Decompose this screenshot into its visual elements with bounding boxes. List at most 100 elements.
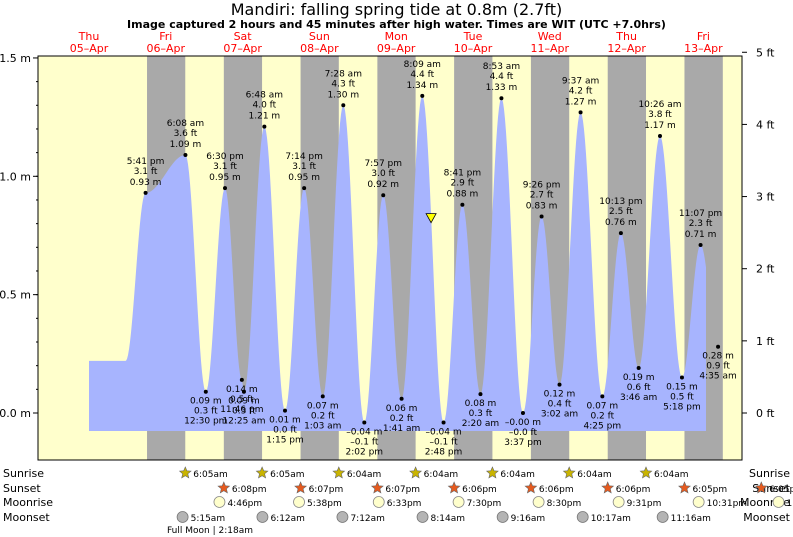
moonset-icon [496,511,509,523]
tide-point [320,394,325,399]
sunrise-icon [562,466,576,479]
tide-label-time: 8:09 am [404,60,441,70]
tide-label-time: 12:30 pm [184,417,227,427]
day-label-dow: Mon [385,30,408,43]
moonrise-time: 10:31pm [707,499,747,509]
tide-point [341,103,346,108]
moonrise-icon [213,496,226,508]
tide-label-ft: –0.0 ft [509,428,538,438]
tide-label-ft: 0.3 ft [232,407,256,417]
tide-label-m: 0.92 m [367,180,399,190]
tide-label-time: 11:46 pm [220,405,263,415]
moonrise-time: 8:30pm [547,499,582,509]
chart-title: Mandiri: falling spring tide at 0.8m (2.… [230,0,563,19]
y-tick-label-m: 0.0 m [0,407,31,420]
moonrise-time: 9:31pm [627,499,662,509]
moonrise-icon [692,496,705,508]
sunset-time: 6:06pm [539,485,574,495]
sunrise-time: 6:04am [347,470,382,480]
day-label-date: 05–Apr [70,42,109,55]
tide-label-ft: 3.8 ft [648,110,672,120]
tide-label-m: 0.09 m [228,397,260,407]
sunset-time: 6:08pm [232,485,267,495]
day-label-date: 13–Apr [684,42,723,55]
row-label-left-moonset: Moonset [3,511,50,524]
tide-label-m: 0.06 m [386,404,418,414]
sunset-time: 6:05pm [692,485,727,495]
y-tick-label-ft: 3 ft [756,191,775,204]
tide-point [441,420,446,425]
tide-label-time: 12:25 am [222,417,265,427]
tide-label-time: 4:35 am [699,372,736,382]
tide-label-time: 6:30 pm [206,152,244,162]
tide-point [223,186,227,191]
tide-point [657,134,662,139]
tide-label-m: 1.33 m [486,83,518,93]
day-label-date: 12–Apr [607,42,646,55]
moonrise-time: 11:29pm [787,499,793,509]
tide-label-time: 1:15 pm [266,436,304,446]
tide-area [89,96,706,431]
tide-label-ft: 0.2 ft [390,414,414,424]
tide-point [478,392,483,397]
tide-point [362,420,367,425]
sunset-time: 6:06pm [616,485,651,495]
day-label-date: 11–Apr [531,42,570,55]
tide-point [618,231,623,236]
sunrise-icon [178,466,192,479]
tide-label-ft: 0.3 ft [194,407,218,417]
moonrise-icon [372,496,385,508]
tide-label-ft: 2.3 ft [689,219,713,229]
tide-label-m: 0.71 m [685,230,717,240]
tide-point [203,389,208,394]
tide-point [302,186,307,191]
day-label-dow: Sat [234,30,253,43]
tide-label-time: 6:08 am [167,119,204,129]
tide-label-m: 0.09 m [190,397,222,407]
tide-label-m: 0.19 m [623,373,655,383]
sunrise-icon [332,466,346,479]
tide-point [183,152,188,157]
moonset-time: 9:16am [511,514,546,524]
tide-label-ft: 0.0 ft [273,426,297,436]
row-label-left-moonrise: Moonrise [3,496,53,509]
moonset-icon [176,511,189,523]
sunrise-icon [639,466,653,479]
plot-frame [37,55,743,461]
tide-label-time: 7:28 am [325,69,362,79]
tide-label-m: 0.76 m [605,218,637,228]
sunset-icon [678,481,691,494]
day-label-dow: Fri [159,30,172,43]
row-label-left-sunrise: Sunrise [3,467,44,480]
moonset-time: 8:14am [431,514,466,524]
y-tick-label-m: 0.5 m [0,289,31,302]
moonset-icon [656,511,669,523]
moonrise-time: 6:33pm [387,499,422,509]
day-label-date: 06–Apr [147,42,186,55]
y-tick-label-m: 1.0 m [0,170,31,183]
tide-label-time: 2:48 pm [425,447,463,457]
sunrise-icon [485,466,499,479]
moonset-time: 7:12am [350,514,385,524]
tide-point [679,375,684,380]
tide-label-m: –0.04 m [346,427,382,437]
tide-label-ft: 0.4 ft [548,400,572,410]
tide-label-ft: 4.4 ft [490,72,514,82]
day-label-dow: Thu [78,30,100,43]
tide-label-ft: 3.0 ft [371,169,395,179]
tide-label-ft: 4.2 ft [569,86,593,96]
y-tick-label-ft: 1 ft [756,335,775,348]
tide-label-m: 0.95 m [209,173,241,183]
day-label-date: 07–Apr [223,42,262,55]
tide-label-ft: 2.5 ft [609,207,633,217]
tide-label-time: 9:37 am [562,76,599,86]
tide-label-ft: 0.9 ft [706,362,730,372]
tide-point [420,93,425,98]
tide-label-time: 3:37 pm [504,438,542,448]
tide-label-time: 5:18 pm [663,402,701,412]
tide-point [239,377,244,382]
tide-label-m: 0.95 m [288,173,320,183]
chart-subtitle: Image captured 2 hours and 45 minutes af… [127,18,666,31]
y-tick-label-ft: 2 ft [756,263,775,276]
tide-label-m: 0.15 m [666,382,698,392]
